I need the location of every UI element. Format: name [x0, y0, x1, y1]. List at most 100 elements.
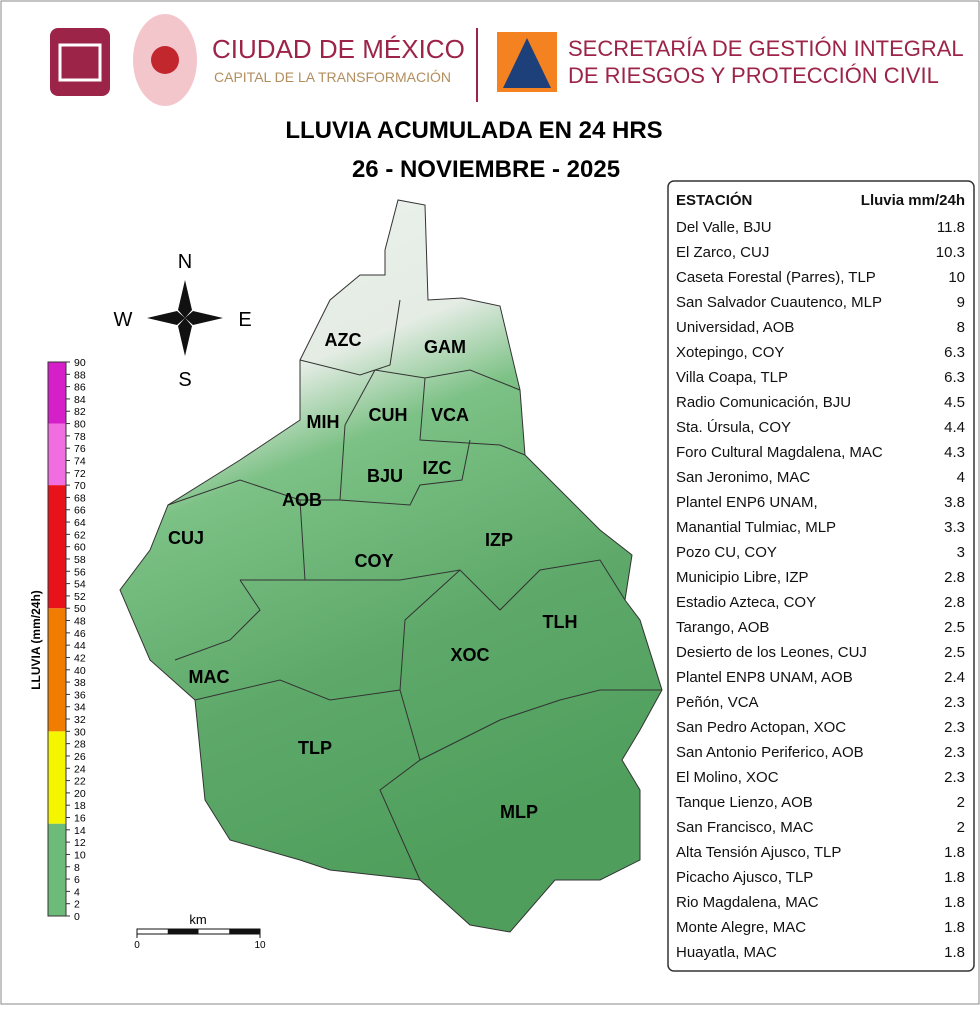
legend-band	[48, 423, 66, 486]
legend-tick-label: 58	[74, 554, 86, 566]
legend-tick-label: 2	[74, 899, 80, 911]
legend-tick-label: 62	[74, 529, 86, 541]
legend-tick-label: 12	[74, 837, 86, 849]
scale-tick-label: 0	[134, 940, 140, 951]
station-name: Desierto de los Leones, CUJ	[676, 644, 867, 661]
station-value: 2.5	[944, 619, 965, 636]
station-name: Manantial Tulmiac, MLP	[676, 519, 836, 536]
station-name: Monte Alegre, MAC	[676, 919, 806, 936]
station-name: Peñón, VCA	[676, 694, 759, 711]
scale-bar-segment	[167, 929, 199, 934]
station-name: Caseta Forestal (Parres), TLP	[676, 269, 876, 286]
borough-labels: AZC GAM MIH CUH VCA BJU IZC AOB CUJ IZP COY TLH XOC M…	[168, 330, 578, 822]
scale-bar-segment	[229, 929, 260, 934]
borough-label: COY	[354, 551, 393, 571]
station-name: Tanque Lienzo, AOB	[676, 794, 813, 811]
legend-label: LLUVIA (mm/24h)	[29, 590, 43, 690]
legend-tick-label: 36	[74, 689, 86, 701]
legend-tick-label: 64	[74, 517, 86, 529]
legend-tick-label: 4	[74, 886, 80, 898]
borough-label: MAC	[189, 667, 230, 687]
borough-label: GAM	[424, 337, 466, 357]
station-name: Del Valle, BJU	[676, 219, 772, 236]
legend-band	[48, 362, 66, 424]
legend-tick-label: 46	[74, 628, 86, 640]
station-value: 2.8	[944, 569, 965, 586]
borough-label: BJU	[367, 466, 403, 486]
station-name: San Pedro Actopan, XOC	[676, 719, 846, 736]
station-value: 3.3	[944, 519, 965, 536]
legend-tick-label: 82	[74, 406, 86, 418]
station-name: Estadio Azteca, COY	[676, 594, 816, 611]
boundary	[419, 377, 526, 456]
legend-tick-label: 84	[74, 394, 86, 406]
boundary	[174, 579, 261, 661]
station-table: ESTACIÓN Lluvia mm/24h Del Valle, BJU 11.8 E…	[676, 191, 965, 961]
legend-band	[48, 485, 66, 609]
boundary	[379, 689, 421, 881]
station-name: Radio Comunicación, BJU	[676, 394, 851, 411]
station-value: 2.3	[944, 694, 965, 711]
legend-tick-label: 86	[74, 382, 86, 394]
compass-needle	[178, 318, 192, 356]
boundary	[339, 424, 471, 506]
legend-frame	[47, 361, 67, 917]
org2-line1: SECRETARÍA DE GESTIÓN INTEGRAL	[568, 36, 964, 61]
station-value: 2.5	[944, 644, 965, 661]
table-header: Lluvia mm/24h	[861, 192, 965, 209]
compass-needle	[178, 280, 192, 318]
legend-tick-label: 34	[74, 702, 86, 714]
legend-tick-label: 0	[74, 911, 80, 923]
borough-label: AZC	[325, 330, 362, 350]
org2-line2: DE RIESGOS Y PROTECCIÓN CIVIL	[568, 63, 939, 88]
station-name: El Zarco, CUJ	[676, 244, 769, 261]
station-value: 6.3	[944, 369, 965, 386]
borough-label: AOB	[282, 490, 322, 510]
map-date: 26 - NOVIEMBRE - 2025	[352, 156, 620, 183]
shield-castle	[58, 43, 102, 82]
legend-tick-label: 32	[74, 714, 86, 726]
legend-tick-label: 44	[74, 640, 86, 652]
borough-label: IZP	[485, 530, 513, 550]
station-name: Plantel ENP8 UNAM, AOB	[676, 669, 853, 686]
pc-triangle	[503, 38, 551, 88]
boundary	[419, 689, 662, 761]
station-name: Tarango, AOB	[676, 619, 769, 636]
legend-tick-label: 16	[74, 813, 86, 825]
org1-subtitle: CAPITAL DE LA TRANSFORMACIÓN	[214, 69, 451, 85]
boundary	[299, 499, 626, 611]
legend-tick-label: 30	[74, 726, 86, 738]
borough-label: XOC	[450, 645, 489, 665]
station-value: 4	[957, 469, 965, 486]
cdmx-map	[119, 199, 663, 933]
legend-tick-label: 80	[74, 419, 86, 431]
borough-label: TLP	[298, 738, 332, 758]
station-value: 10.3	[936, 244, 965, 261]
legend-tick-label: 76	[74, 443, 86, 455]
borough-label: MLP	[500, 802, 538, 822]
station-value: 8	[957, 319, 965, 336]
station-value: 4.4	[944, 419, 965, 436]
legend-tick-label: 6	[74, 874, 80, 886]
station-name: Huayatla, MAC	[676, 944, 777, 961]
station-value: 11.8	[937, 219, 965, 236]
station-name: San Francisco, MAC	[676, 819, 814, 836]
station-name: Villa Coapa, TLP	[676, 369, 788, 386]
station-name: Universidad, AOB	[676, 319, 794, 336]
legend-tick-label: 52	[74, 591, 86, 603]
boundary	[194, 569, 461, 701]
legend-tick-label: 68	[74, 492, 86, 504]
station-value: 1.8	[944, 844, 965, 861]
legend-tick-label: 24	[74, 763, 86, 775]
station-value: 1.8	[944, 894, 965, 911]
borough-label: MIH	[307, 412, 340, 432]
station-table-box	[667, 180, 975, 972]
station-name: Xotepingo, COY	[676, 344, 784, 361]
legend-tick-label: 40	[74, 665, 86, 677]
station-value: 3.8	[944, 494, 965, 511]
legend-tick-label: 18	[74, 800, 86, 812]
station-value: 4.5	[944, 394, 965, 411]
station-value: 2	[957, 819, 965, 836]
